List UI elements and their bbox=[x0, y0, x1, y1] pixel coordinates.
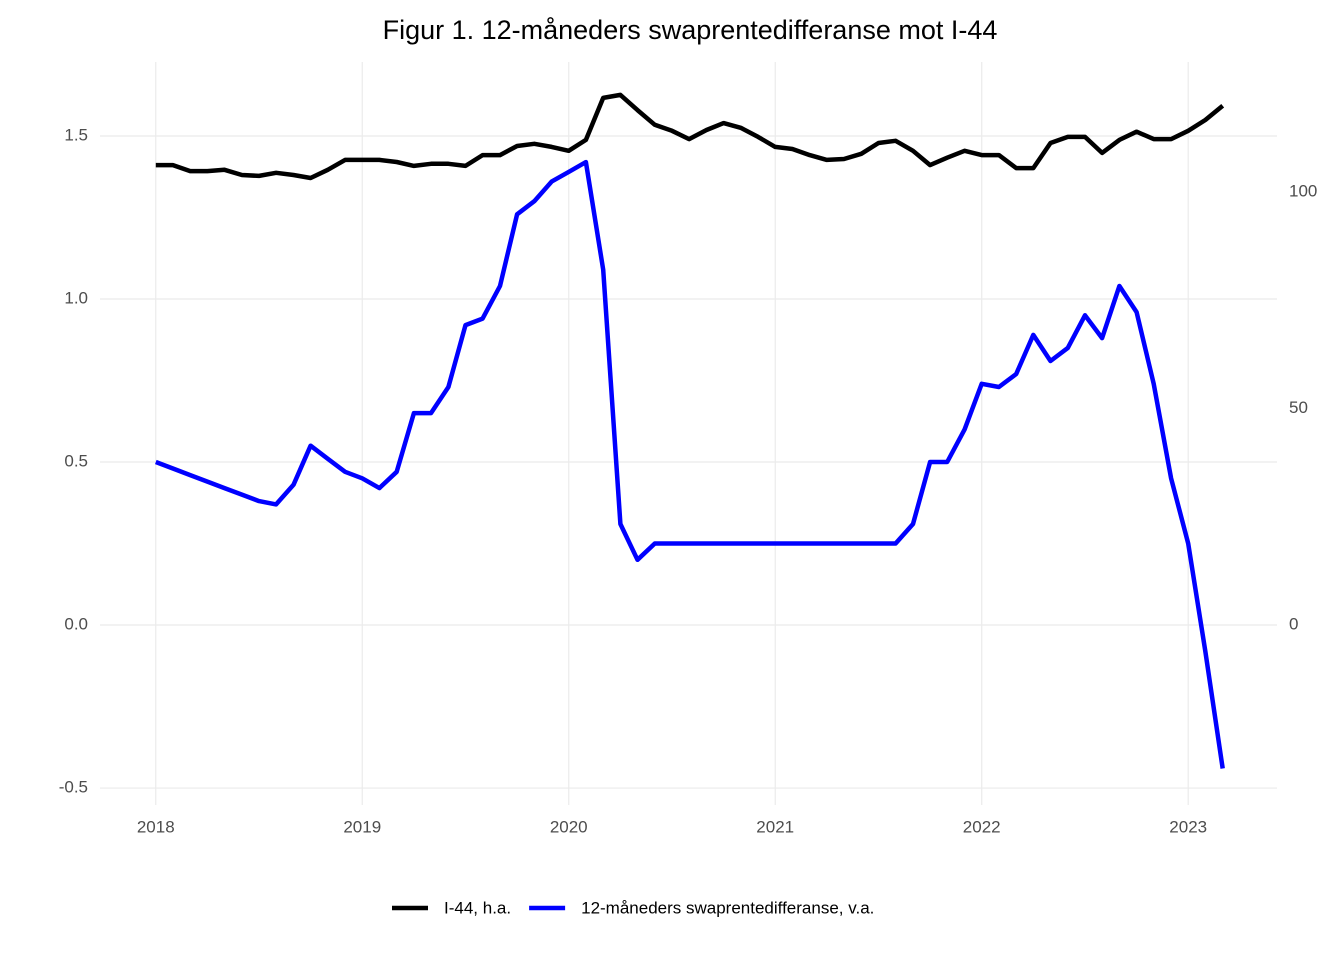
chart-title: Figur 1. 12-måneders swaprentedifferanse… bbox=[383, 15, 998, 45]
y2-tick-label: 100 bbox=[1289, 181, 1317, 200]
legend-label: I-44, h.a. bbox=[444, 898, 511, 917]
y2-tick-label: 0 bbox=[1289, 614, 1298, 633]
line-series bbox=[155, 159, 1225, 769]
y-tick-label: 1.0 bbox=[64, 289, 88, 308]
legend-label: 12-måneders swaprentedifferanse, v.a. bbox=[581, 898, 874, 917]
y-tick-label: 1.5 bbox=[64, 125, 88, 144]
y2-tick-label: 50 bbox=[1289, 398, 1308, 417]
x-tick-label: 2019 bbox=[343, 817, 381, 836]
line-series bbox=[155, 92, 1225, 181]
y-tick-label: 0.0 bbox=[64, 615, 88, 634]
y-tick-label: 0.5 bbox=[64, 452, 88, 471]
x-tick-label: 2023 bbox=[1169, 817, 1207, 836]
x-tick-label: 2022 bbox=[963, 817, 1001, 836]
x-tick-label: 2021 bbox=[756, 817, 794, 836]
x-tick-label: 2020 bbox=[550, 817, 588, 836]
y-tick-label: -0.5 bbox=[59, 778, 88, 797]
x-tick-label: 2018 bbox=[137, 817, 175, 836]
